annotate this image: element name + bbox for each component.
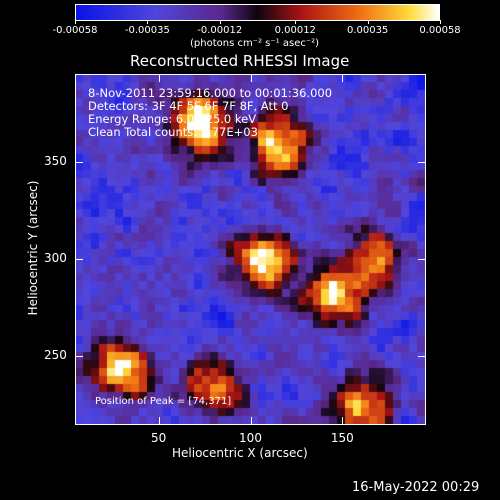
colorbar-tick-label: -0.00035: [124, 25, 170, 36]
x-axis-tick: [342, 75, 344, 82]
annotation-detectors: Detectors: 3F 4F 5F 6F 7F 8F, Att 0: [88, 99, 289, 113]
heatmap-plot: 8-Nov-2011 23:59:16.000 to 00:01:36.000 …: [75, 74, 426, 425]
x-axis-tick: [158, 75, 160, 82]
colorbar-tick-label: -0.00058: [52, 25, 98, 36]
heatmap-image: [76, 75, 425, 424]
colorbar-label: (photons cm⁻² s⁻¹ asec⁻²): [190, 38, 320, 49]
x-axis-tick-label: 100: [239, 431, 262, 445]
annotation-clean: Clean Total counts: 3.77E+03: [88, 125, 258, 139]
annotation-time: 8-Nov-2011 23:59:16.000 to 00:01:36.000: [88, 86, 333, 100]
y-axis-tick: [418, 259, 425, 261]
colorbar-tick: [147, 20, 149, 24]
peak-position-label: Position of Peak = [74,371]: [95, 396, 232, 407]
y-axis-tick: [76, 259, 83, 261]
y-axis-tick: [76, 356, 83, 358]
y-axis-tick-label: 300: [44, 251, 67, 266]
x-axis-label: Heliocentric X (arcsec): [172, 446, 308, 460]
colorbar-tick-label: 0.00058: [419, 25, 461, 36]
x-axis-tick: [250, 417, 252, 424]
colorbar-tick-label: -0.00012: [197, 25, 243, 36]
x-axis-tick: [250, 75, 252, 82]
y-axis-label: Heliocentric Y (arcsec): [26, 180, 40, 316]
x-axis-tick: [342, 417, 344, 424]
annotation-energy: Energy Range: 6.0 - 25.0 keV: [88, 112, 257, 126]
colorbar-tick: [219, 20, 221, 24]
colorbar: [75, 4, 440, 21]
colorbar-tick: [367, 20, 369, 24]
colorbar-tick-label: 0.00012: [274, 25, 316, 36]
y-axis-tick-label: 350: [44, 154, 67, 169]
y-axis-tick-label: 250: [44, 348, 67, 363]
y-axis-tick: [76, 162, 83, 164]
colorbar-tick: [440, 20, 441, 24]
x-axis-tick-label: 150: [330, 431, 354, 445]
colorbar-tick-label: 0.00035: [346, 25, 389, 36]
x-axis-tick-label: 50: [151, 431, 167, 445]
colorbar-tick: [295, 20, 297, 24]
y-axis-tick: [418, 162, 425, 164]
footer-timestamp: 16-May-2022 00:29: [352, 480, 480, 495]
x-axis-tick: [158, 417, 160, 424]
y-axis-tick: [418, 356, 425, 358]
colorbar-tick: [75, 20, 76, 24]
chart-title: Reconstructed RHESSI Image: [130, 52, 350, 70]
